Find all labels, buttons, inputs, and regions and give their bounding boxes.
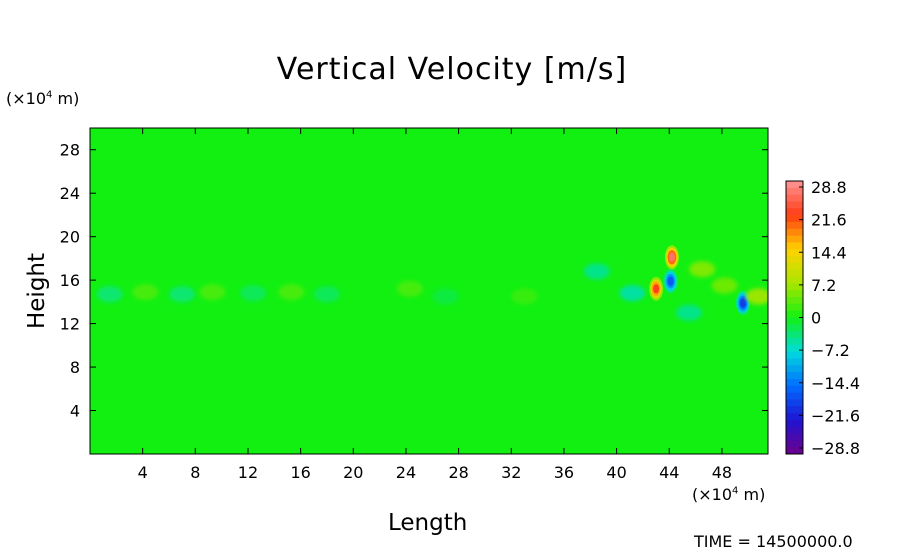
- field-feature: [278, 284, 305, 301]
- colorbar-band: [786, 262, 803, 271]
- colorbar-band: [786, 440, 803, 448]
- colorbar-band: [786, 317, 803, 325]
- colorbar-band: [786, 351, 803, 359]
- colorbar-band: [786, 331, 803, 339]
- colorbar-band: [786, 365, 803, 373]
- x-axis-label: Length: [388, 510, 468, 536]
- colorbar-band: [786, 201, 803, 209]
- y-tick-label: 16: [60, 271, 80, 290]
- y-tick-label: 20: [60, 228, 80, 247]
- field-feature: [199, 284, 226, 301]
- colorbar-band: [786, 413, 803, 421]
- colorbar-band: [786, 290, 803, 298]
- colorbar-band: [786, 358, 803, 366]
- field-feature: [711, 277, 738, 294]
- field-feature: [132, 284, 159, 301]
- x-tick-label: 24: [396, 463, 416, 482]
- colorbar-band: [786, 310, 803, 318]
- y-tick-label: 28: [60, 141, 80, 160]
- colorbar-label: −28.8: [811, 439, 860, 458]
- colorbar-band: [786, 337, 803, 346]
- colorbar-band: [786, 208, 803, 216]
- colorbar-band: [786, 249, 803, 257]
- y-axis-unit: (×104 m): [6, 89, 80, 108]
- field-feature: [511, 288, 538, 305]
- colorbar-band: [786, 256, 803, 264]
- colorbar-band: [786, 433, 803, 441]
- field-feature: [583, 263, 610, 280]
- x-tick-label: 40: [606, 463, 626, 482]
- colorbar-band: [786, 372, 803, 380]
- field-feature: [676, 304, 703, 321]
- colorbar-label: 28.8: [811, 178, 847, 197]
- field-feature: [96, 286, 123, 303]
- colorbar-band: [786, 215, 803, 223]
- colorbar-band: [786, 187, 803, 196]
- y-tick-label: 12: [60, 315, 80, 334]
- colorbar-band: [786, 181, 803, 189]
- colorbar-band: [786, 406, 803, 414]
- x-tick-label: 20: [343, 463, 363, 482]
- colorbar-band: [786, 235, 803, 243]
- x-tick-label: 44: [659, 463, 679, 482]
- field-feature: [664, 245, 679, 270]
- colorbar-band: [786, 303, 803, 312]
- colorbar-band: [786, 221, 803, 230]
- time-readout: TIME = 14500000.0: [694, 532, 853, 551]
- x-tick-label: 8: [190, 463, 200, 482]
- field-feature: [169, 286, 196, 303]
- x-axis-unit: (×104 m): [692, 485, 766, 504]
- colorbar-band: [786, 194, 803, 202]
- y-tick-label: 8: [70, 358, 80, 377]
- field-feature: [663, 269, 678, 294]
- colorbar-label: −7.2: [811, 341, 850, 360]
- field-feature: [689, 261, 716, 278]
- field-feature: [745, 288, 768, 305]
- colorbar-band: [786, 269, 803, 277]
- colorbar-label: −14.4: [811, 374, 860, 393]
- field-feature: [396, 280, 423, 297]
- colorbar-band: [786, 344, 803, 353]
- field-feature: [735, 290, 750, 315]
- colorbar-band: [786, 324, 803, 332]
- colorbar-band: [786, 419, 803, 428]
- colorbar-band: [786, 276, 803, 284]
- x-tick-label: 28: [448, 463, 468, 482]
- colorbar: 28.8 21.6 14.4 7.2 0 −7.2 −14.4 −21.6 −28.8: [785, 178, 860, 458]
- field-feature: [313, 286, 340, 303]
- colorbar-band: [786, 447, 803, 455]
- colorbar-label: 0: [811, 309, 821, 328]
- y-tick-label: 24: [60, 184, 80, 203]
- colorbar-band: [786, 297, 803, 305]
- colorbar-label: 7.2: [811, 276, 836, 295]
- x-tick-label: 16: [290, 463, 310, 482]
- colorbar-band: [786, 242, 803, 250]
- colorbar-band: [786, 283, 803, 291]
- colorbar-label: 21.6: [811, 211, 847, 230]
- field-feature: [619, 285, 646, 302]
- chart-title: Vertical Velocity [m/s]: [276, 52, 628, 87]
- field-feature: [240, 285, 267, 302]
- colorbar-band: [786, 378, 803, 387]
- x-tick-label: 4: [138, 463, 148, 482]
- x-tick-label: 36: [554, 463, 574, 482]
- x-tick-label: 32: [501, 463, 521, 482]
- colorbar-band: [786, 399, 803, 407]
- y-tick-label: 4: [70, 402, 80, 421]
- colorbar-band: [786, 385, 803, 393]
- colorbar-band: [786, 426, 803, 434]
- colorbar-band: [786, 228, 803, 236]
- x-tick-label: 12: [238, 463, 258, 482]
- field-feature: [649, 276, 664, 301]
- colorbar-label: 14.4: [811, 243, 847, 262]
- colorbar-band: [786, 392, 803, 400]
- field-feature: [432, 288, 459, 305]
- colorbar-label: −21.6: [811, 406, 860, 425]
- x-tick-label: 48: [712, 463, 732, 482]
